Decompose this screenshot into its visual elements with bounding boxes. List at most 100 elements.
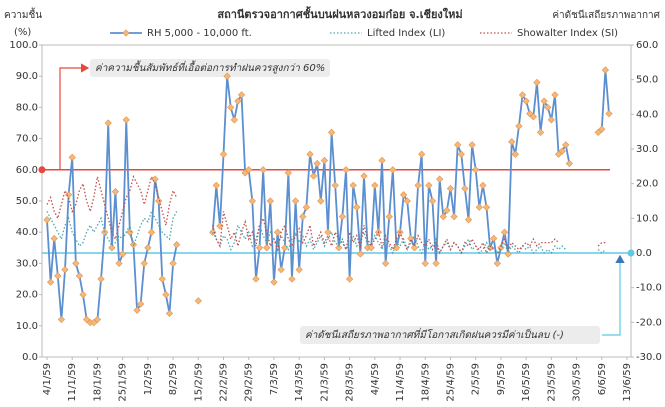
data-point	[544, 103, 552, 112]
data-point	[317, 197, 325, 205]
data-point	[295, 266, 303, 274]
y-tick-label: 100.0	[9, 40, 38, 51]
data-point	[468, 141, 476, 149]
data-point	[72, 259, 80, 268]
data-point	[302, 203, 311, 211]
data-point	[212, 181, 220, 190]
x-tick-label: 18/4/59	[420, 363, 431, 402]
data-point	[360, 172, 368, 180]
data-point	[382, 259, 390, 268]
data-point	[529, 113, 537, 121]
data-point	[547, 116, 555, 124]
data-point	[259, 166, 267, 174]
y2-tick-label: 30.0	[636, 144, 658, 155]
data-point	[79, 290, 87, 299]
data-point	[173, 241, 181, 249]
x-tick-label: 29/2/59	[244, 363, 255, 402]
data-point	[140, 259, 148, 268]
x-tick-label: 11/1/59	[67, 363, 78, 402]
data-point	[526, 110, 534, 118]
series-line	[46, 69, 610, 324]
reference-dot	[38, 166, 46, 174]
data-point	[266, 197, 274, 205]
y2-tick-label: 50.0	[636, 75, 658, 86]
data-point	[533, 78, 541, 87]
data-point	[155, 197, 163, 205]
data-point	[356, 250, 365, 258]
x-tick-label: 25/4/59	[445, 363, 456, 402]
data-point	[320, 156, 329, 165]
data-point	[493, 259, 501, 268]
data-point	[288, 275, 296, 283]
y-tick-label: 40.0	[16, 227, 38, 238]
data-point	[50, 234, 58, 243]
data-point	[425, 181, 433, 190]
data-point	[511, 150, 519, 158]
x-tick-label: 16/5/59	[521, 363, 532, 402]
y2-tick-label: 60.0	[636, 40, 658, 51]
data-point	[436, 175, 444, 183]
x-tick-label: 22/2/59	[219, 363, 230, 402]
data-point	[472, 166, 480, 174]
data-point	[439, 212, 447, 221]
data-point	[342, 166, 350, 174]
data-point	[227, 103, 235, 112]
data-point	[237, 91, 246, 99]
y2-tick-label: -30.0	[636, 352, 662, 363]
data-point	[284, 169, 292, 177]
data-point	[518, 91, 527, 99]
data-point	[162, 290, 170, 299]
data-point	[331, 181, 339, 190]
data-point	[255, 244, 264, 252]
data-point	[277, 266, 285, 274]
data-point	[454, 141, 462, 149]
x-tick-label: 11/4/59	[395, 363, 406, 402]
data-point	[291, 197, 300, 205]
data-point	[389, 166, 397, 174]
data-point	[263, 244, 271, 252]
data-point	[371, 181, 379, 190]
data-point	[327, 128, 336, 136]
data-point	[479, 181, 487, 190]
data-point	[144, 244, 152, 252]
data-point	[309, 172, 318, 180]
chart-title: สถานีตรวจอากาศชั้นบนฝนหลวงอมก๋อย จ.เชียง…	[217, 6, 462, 21]
reference-dot	[627, 249, 635, 257]
data-point	[93, 315, 102, 324]
y2-tick-label: 40.0	[636, 109, 658, 120]
y-tick-label: 0.0	[22, 352, 38, 363]
data-point	[504, 250, 512, 258]
data-point	[151, 175, 159, 183]
data-point	[165, 309, 174, 317]
data-point	[461, 184, 469, 193]
data-point	[482, 203, 491, 211]
data-point	[46, 278, 55, 286]
data-point	[605, 110, 613, 118]
y2-axis-label: ค่าดัชนีเสถียรภาพอากาศ	[552, 9, 660, 21]
data-point	[313, 159, 321, 168]
data-point	[61, 266, 69, 274]
data-point	[169, 259, 177, 268]
annotation-arrow	[602, 254, 625, 336]
data-point	[414, 181, 422, 190]
data-point	[324, 228, 332, 236]
data-point	[54, 272, 62, 280]
data-point	[464, 216, 473, 224]
series-line	[46, 174, 606, 255]
data-point	[281, 244, 289, 252]
data-point	[122, 116, 130, 124]
x-tick-label: 23/5/59	[546, 363, 557, 402]
data-point	[432, 259, 440, 268]
y2-tick-label: 20.0	[636, 179, 658, 190]
y-axis-unit: (%)	[14, 27, 31, 38]
x-tick-label: 7/3/59	[269, 363, 280, 395]
data-point	[565, 159, 573, 168]
data-point	[234, 97, 242, 105]
data-point	[536, 128, 545, 136]
data-point	[410, 244, 419, 252]
data-point	[450, 212, 458, 221]
data-point	[158, 275, 166, 283]
data-point	[349, 181, 357, 190]
legend-label: Showalter Index (SI)	[517, 28, 618, 39]
y-tick-label: 50.0	[16, 196, 38, 207]
